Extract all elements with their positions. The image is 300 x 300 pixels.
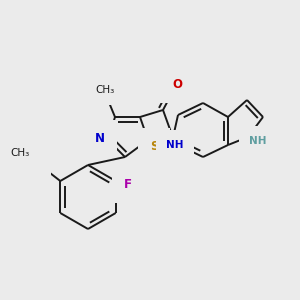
Text: CH₃: CH₃: [11, 148, 30, 158]
Text: N: N: [95, 131, 105, 145]
Text: S: S: [150, 140, 158, 152]
Text: O: O: [172, 79, 182, 92]
Text: NH: NH: [249, 136, 267, 146]
Text: CH₃: CH₃: [95, 85, 115, 95]
Text: NH: NH: [166, 140, 184, 150]
Text: O: O: [29, 155, 39, 169]
Text: F: F: [124, 178, 132, 191]
